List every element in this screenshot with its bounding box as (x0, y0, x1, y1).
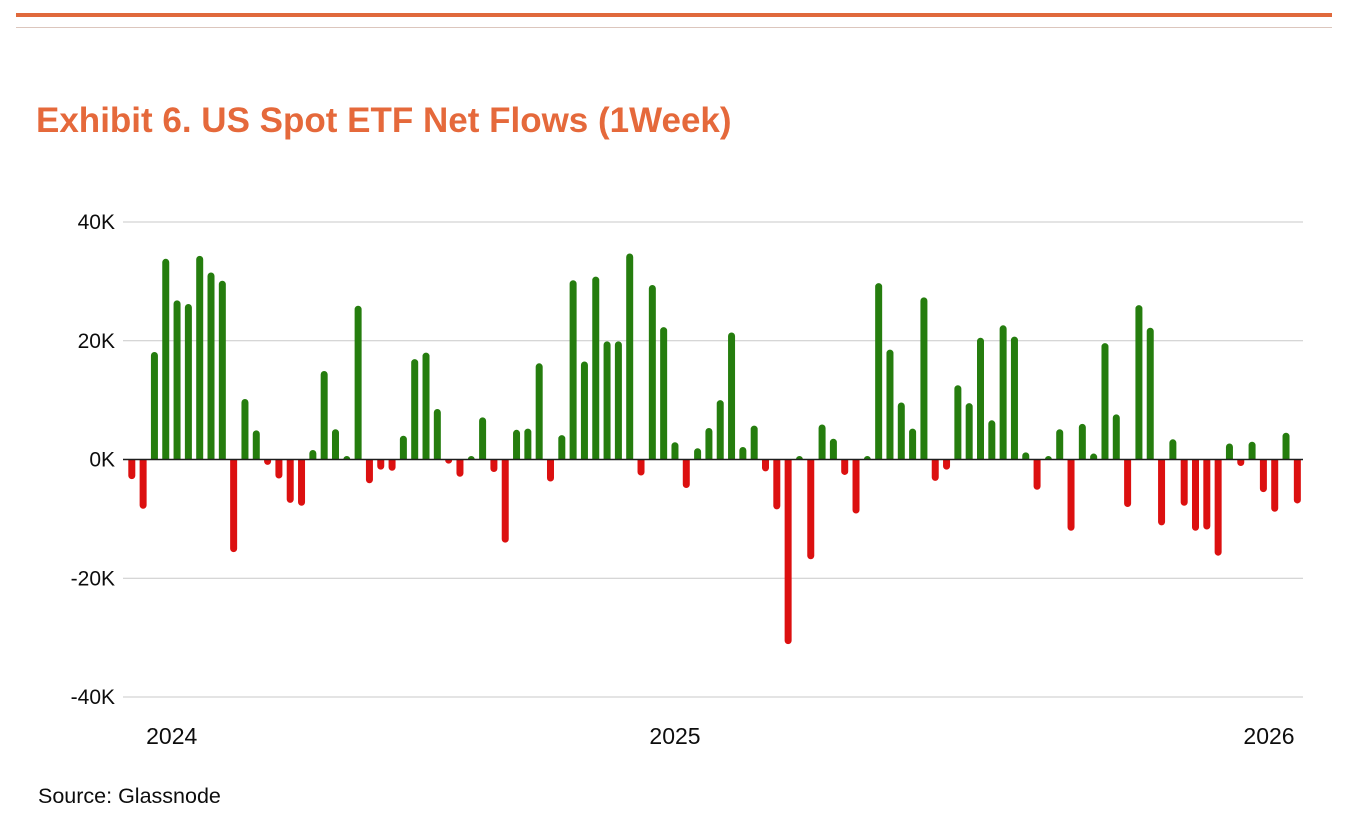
svg-text:2026: 2026 (1243, 723, 1294, 749)
svg-text:0K: 0K (89, 449, 115, 472)
svg-text:-40K: -40K (71, 686, 115, 709)
svg-text:Source: Glassnode: Source: Glassnode (38, 784, 221, 808)
svg-text:-20K: -20K (71, 567, 115, 590)
svg-text:2024: 2024 (146, 723, 197, 749)
svg-text:20K: 20K (78, 330, 115, 353)
svg-text:40K: 40K (78, 211, 115, 234)
svg-text:2025: 2025 (649, 723, 700, 749)
